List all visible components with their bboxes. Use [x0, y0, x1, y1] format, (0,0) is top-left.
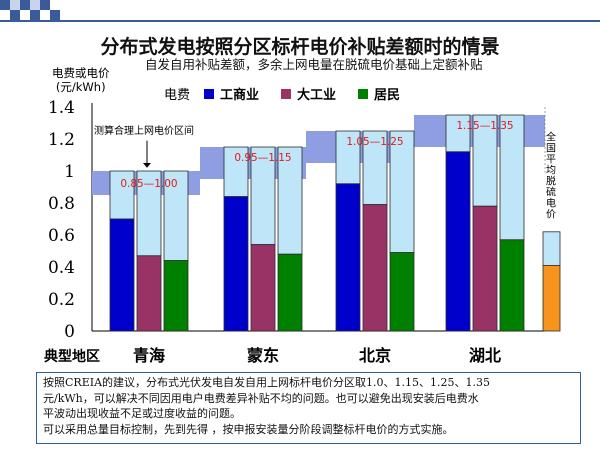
annotation-arrow-head — [143, 163, 151, 168]
bar-0-0 — [109, 218, 135, 332]
subsidy-bar — [250, 146, 276, 245]
band-range-label: 0.85—1.00 — [120, 178, 177, 190]
band-range-label: 1.15—1.35 — [456, 120, 513, 132]
x-tick-label: 青海 — [133, 346, 165, 365]
y-tick-label: 0.4 — [48, 258, 75, 278]
subsidy-bar — [362, 130, 388, 205]
legend-prefix: 电费 — [164, 88, 191, 103]
slide-title: 分布式发电按照分区标杆电价补贴差额时的情景 — [100, 36, 500, 58]
bar-chart: 0 0.2 0.4 0.6 0.8 1 1.2 1.4 青海 0.85—1.00 蒙东 0.95—1.… — [44, 98, 561, 365]
band-annotation: 测算合理上网电价区间 — [94, 124, 194, 137]
subsidy-bar — [335, 130, 361, 185]
subsidy-bar — [109, 170, 135, 220]
legend-item-residential: 居民 — [358, 84, 400, 103]
bar-3-0 — [445, 151, 471, 332]
y-tick-label: 0.2 — [48, 290, 75, 310]
note-line-2: 元/kWh，可以解决不同因用电户电费差异补贴不均的问题。也可以避免出现安装后电费… — [43, 391, 479, 405]
legend-label-industrial: 大工业 — [297, 88, 337, 103]
subsidy-bar — [389, 130, 415, 253]
explanation-note: 按照CREIA的建议，分布式光伏发电自发自用上网标杆电价分区取1.0、1.15、… — [36, 372, 581, 444]
x-tick-label: 湖北 — [469, 346, 501, 365]
slide-subtitle: 自发自用补贴差额，多余上网电量在脱硫电价基础上定额补贴 — [145, 57, 483, 72]
bar-0-2 — [163, 260, 189, 332]
bar-1-0 — [223, 196, 249, 332]
subsidy-bar — [277, 146, 303, 255]
note-line-4: 可以采用总量目标控制，先到先得 ，按申报安装量分阶段调整标杆电价的方式实施。 — [43, 422, 454, 436]
bar-2-0 — [335, 183, 361, 332]
y-axis-label-line2: (元/kWh) — [55, 80, 106, 94]
y-tick-label: 0 — [64, 322, 75, 342]
national-price-label: 全国平均脱硫电价 — [546, 131, 556, 221]
y-tick-label: 1 — [64, 162, 75, 182]
x-tick-label: 北京 — [359, 346, 391, 365]
subsidy-bar — [499, 114, 525, 241]
y-tick-label: 1.4 — [48, 98, 75, 118]
bar-0-1 — [136, 255, 162, 332]
y-tick-label: 0.6 — [48, 226, 75, 246]
y-axis-label: 电费或电价 (元/kWh) — [52, 66, 110, 94]
subsidy-bar — [136, 170, 162, 257]
bar-3-2 — [499, 239, 525, 332]
header-rule — [0, 20, 600, 22]
note-line-1: 按照CREIA的建议，分布式光伏发电自发自用上网标杆电价分区取1.0、1.15、… — [43, 376, 490, 389]
legend-swatch-commercial — [204, 88, 215, 99]
bar-1-1 — [250, 244, 276, 332]
bar-1-2 — [277, 253, 303, 332]
subsidy-bar — [223, 146, 249, 197]
x-tick-label: 蒙东 — [247, 346, 279, 365]
bar-2-1 — [362, 204, 388, 332]
bar-2-2 — [389, 252, 415, 332]
band-range-label: 1.05—1.25 — [346, 136, 403, 148]
x-axis-label: 典型地区 — [44, 348, 100, 365]
legend-label-residential: 居民 — [374, 88, 401, 103]
legend-item-industrial: 大工业 — [281, 84, 336, 103]
subsidy-bar — [163, 170, 189, 261]
legend-swatch-industrial — [281, 88, 292, 99]
national-price-bar — [542, 264, 561, 332]
legend-label-commercial: 工商业 — [220, 88, 260, 103]
y-tick-label: 0.8 — [48, 194, 75, 214]
note-line-3: 平波动出现收益不足或过度收益的问题。 — [43, 407, 241, 420]
y-tick-label: 1.2 — [48, 130, 75, 150]
national-subsidy-bar — [542, 231, 561, 266]
band-range-label: 0.95—1.15 — [234, 152, 291, 164]
legend-swatch-residential — [358, 88, 369, 99]
chart-legend: 电费 工商业 大工业 居民 — [164, 84, 422, 103]
legend-item-commercial: 工商业 — [204, 84, 259, 103]
y-axis-label-line1: 电费或电价 — [52, 66, 110, 80]
bar-3-1 — [472, 205, 498, 332]
checker-decoration — [0, 0, 60, 20]
